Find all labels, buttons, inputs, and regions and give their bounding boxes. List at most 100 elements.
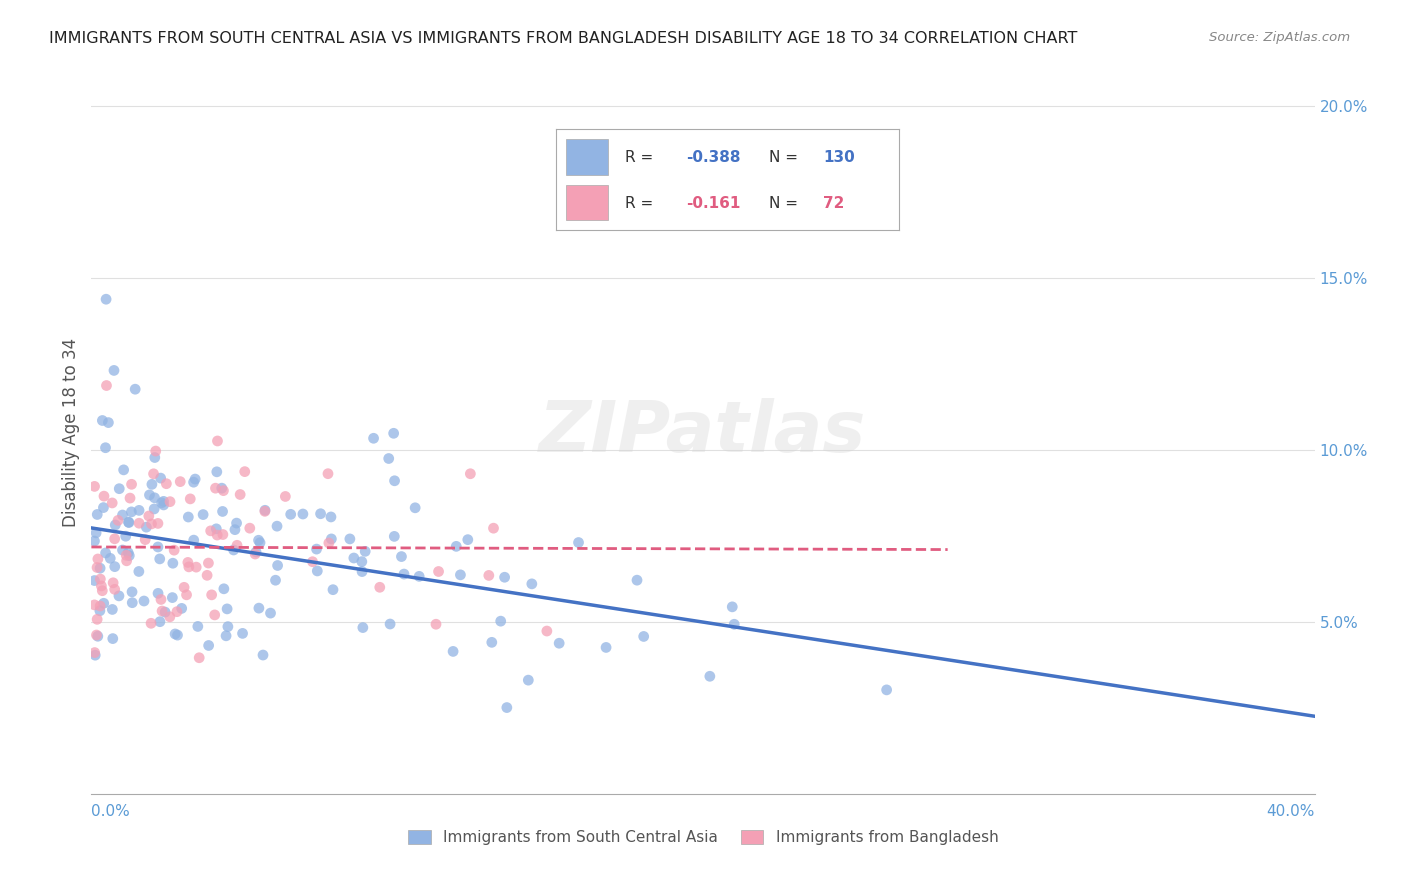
- Point: [169, 475, 191, 489]
- Point: [425, 617, 447, 632]
- Point: [87, 552, 110, 566]
- Point: [104, 532, 127, 546]
- Point: [107, 513, 129, 527]
- Point: [108, 482, 131, 496]
- Point: [93, 596, 115, 610]
- Point: [301, 555, 323, 569]
- Point: [104, 559, 127, 574]
- Point: [90, 579, 112, 593]
- Point: [118, 491, 141, 505]
- Point: [207, 434, 229, 448]
- Point: [94, 441, 117, 455]
- Point: [352, 565, 374, 579]
- Point: [548, 636, 571, 650]
- Point: [204, 481, 226, 495]
- Point: [115, 549, 138, 563]
- Point: [91, 583, 114, 598]
- Point: [517, 673, 540, 687]
- Point: [108, 589, 131, 603]
- Point: [449, 567, 471, 582]
- Point: [179, 491, 201, 506]
- Point: [146, 516, 169, 531]
- Point: [83, 534, 105, 549]
- Point: [84, 648, 107, 663]
- Point: [427, 565, 450, 579]
- Point: [354, 544, 377, 558]
- Point: [204, 607, 226, 622]
- Point: [247, 601, 270, 615]
- Point: [309, 507, 332, 521]
- Point: [457, 533, 479, 547]
- Point: [149, 552, 172, 566]
- Point: [150, 496, 173, 510]
- Point: [633, 630, 655, 644]
- Point: [93, 500, 115, 515]
- Point: [266, 519, 288, 533]
- Point: [567, 535, 589, 549]
- Point: [153, 605, 176, 619]
- Point: [96, 378, 118, 392]
- Point: [195, 568, 218, 582]
- Point: [84, 525, 107, 540]
- Point: [205, 528, 228, 542]
- Point: [163, 543, 186, 558]
- Point: [191, 508, 214, 522]
- Point: [101, 575, 124, 590]
- Point: [201, 588, 224, 602]
- Point: [225, 516, 247, 530]
- Point: [382, 426, 405, 441]
- Text: IMMIGRANTS FROM SOUTH CENTRAL ASIA VS IMMIGRANTS FROM BANGLADESH DISABILITY AGE : IMMIGRANTS FROM SOUTH CENTRAL ASIA VS IM…: [49, 31, 1077, 46]
- Point: [343, 551, 366, 566]
- Point: [187, 619, 209, 633]
- Point: [120, 505, 142, 519]
- Point: [83, 574, 105, 588]
- Point: [104, 582, 127, 597]
- Point: [91, 413, 114, 427]
- Point: [150, 604, 173, 618]
- Point: [495, 700, 517, 714]
- Point: [134, 533, 156, 547]
- Text: ZIPatlas: ZIPatlas: [540, 398, 866, 467]
- Point: [86, 560, 108, 574]
- Point: [481, 635, 503, 649]
- Point: [274, 490, 297, 504]
- Point: [239, 521, 262, 535]
- Point: [121, 585, 143, 599]
- Point: [114, 529, 136, 543]
- Point: [211, 504, 233, 518]
- Point: [87, 629, 110, 643]
- Point: [266, 558, 288, 573]
- Point: [217, 602, 239, 616]
- Point: [152, 494, 174, 508]
- Text: 40.0%: 40.0%: [1267, 805, 1315, 819]
- Point: [166, 628, 188, 642]
- Point: [101, 632, 124, 646]
- Point: [350, 555, 373, 569]
- Point: [322, 582, 344, 597]
- Point: [253, 504, 276, 518]
- Point: [143, 450, 166, 465]
- Point: [104, 518, 127, 533]
- Point: [141, 477, 163, 491]
- Point: [721, 599, 744, 614]
- Point: [159, 494, 181, 508]
- Point: [876, 682, 898, 697]
- Point: [699, 669, 721, 683]
- Point: [111, 508, 134, 522]
- Point: [152, 498, 174, 512]
- Point: [146, 586, 169, 600]
- Point: [280, 508, 302, 522]
- Point: [595, 640, 617, 655]
- Point: [94, 292, 117, 306]
- Point: [83, 479, 105, 493]
- Point: [232, 626, 254, 640]
- Point: [352, 621, 374, 635]
- Point: [162, 591, 184, 605]
- Point: [408, 569, 430, 583]
- Point: [112, 463, 135, 477]
- Point: [205, 522, 228, 536]
- Point: [128, 516, 150, 531]
- Point: [382, 529, 405, 543]
- Point: [117, 546, 139, 560]
- Point: [392, 567, 415, 582]
